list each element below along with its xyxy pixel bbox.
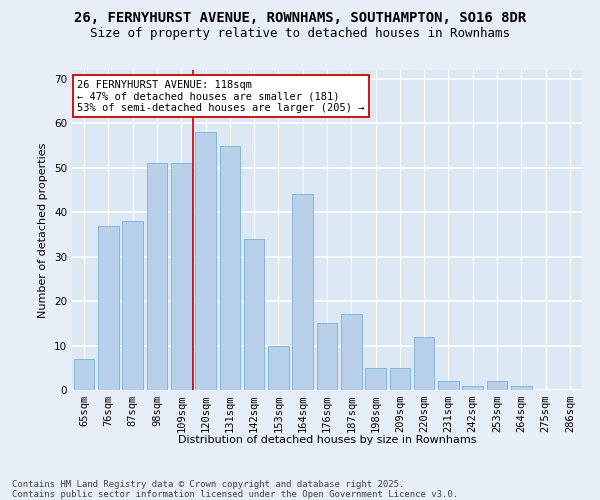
Bar bbox=[389, 368, 410, 390]
Bar bbox=[292, 194, 313, 390]
X-axis label: Distribution of detached houses by size in Rownhams: Distribution of detached houses by size … bbox=[178, 435, 476, 445]
Bar bbox=[122, 221, 143, 390]
Text: Contains public sector information licensed under the Open Government Licence v3: Contains public sector information licen… bbox=[12, 490, 458, 499]
Bar bbox=[463, 386, 483, 390]
Bar bbox=[438, 381, 459, 390]
Bar bbox=[487, 381, 508, 390]
Text: 26, FERNYHURST AVENUE, ROWNHAMS, SOUTHAMPTON, SO16 8DR: 26, FERNYHURST AVENUE, ROWNHAMS, SOUTHAM… bbox=[74, 11, 526, 25]
Text: Contains HM Land Registry data © Crown copyright and database right 2025.: Contains HM Land Registry data © Crown c… bbox=[12, 480, 404, 489]
Bar bbox=[146, 164, 167, 390]
Text: 26 FERNYHURST AVENUE: 118sqm
← 47% of detached houses are smaller (181)
53% of s: 26 FERNYHURST AVENUE: 118sqm ← 47% of de… bbox=[77, 80, 365, 113]
Bar bbox=[98, 226, 119, 390]
Bar bbox=[195, 132, 216, 390]
Bar bbox=[268, 346, 289, 390]
Bar bbox=[220, 146, 240, 390]
Text: Size of property relative to detached houses in Rownhams: Size of property relative to detached ho… bbox=[90, 28, 510, 40]
Bar bbox=[171, 164, 191, 390]
Bar bbox=[341, 314, 362, 390]
Bar bbox=[317, 324, 337, 390]
Bar bbox=[74, 359, 94, 390]
Bar bbox=[511, 386, 532, 390]
Y-axis label: Number of detached properties: Number of detached properties bbox=[38, 142, 49, 318]
Bar bbox=[365, 368, 386, 390]
Bar bbox=[414, 336, 434, 390]
Bar bbox=[244, 239, 265, 390]
